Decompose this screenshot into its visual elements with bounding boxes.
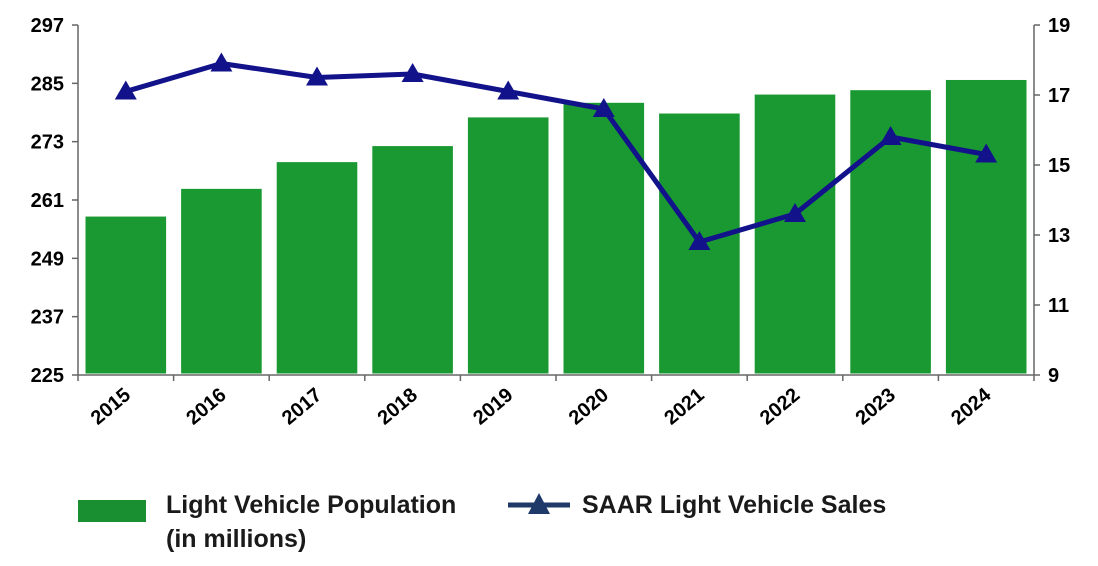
left-tick-label: 237	[31, 307, 64, 329]
x-tick-label-2023: 2023	[852, 384, 900, 429]
sales-marker-2015	[114, 80, 137, 100]
legend-population: Light Vehicle Population (in millions)	[78, 488, 456, 556]
sales-marker-2021	[688, 231, 711, 250]
left-axis-ticks: 225 237 249 261 273 285 297	[31, 15, 78, 387]
bar-2024	[942, 76, 1030, 377]
sales-marker-2020	[592, 98, 615, 117]
x-tick-label-2020: 2020	[565, 384, 613, 429]
population-legend-line2: (in millions)	[166, 525, 307, 553]
sales-marker-2018	[401, 63, 424, 82]
x-axis-ticks: 2015 2016 2017 2018 2019 2020 2021 2022 2023 2024	[77, 375, 1035, 429]
bar-2020	[560, 99, 648, 377]
population-legend-swatch	[78, 500, 146, 522]
bar-2017	[273, 159, 361, 377]
sales-marker-2022	[784, 203, 806, 222]
sales-marker-2023	[879, 126, 902, 145]
sales-marker-2017	[306, 66, 328, 86]
right-tick-label: 13	[1048, 225, 1070, 247]
sales-line-series	[114, 52, 998, 250]
legend-sales: SAAR Light Vehicle Sales	[508, 488, 886, 522]
x-tick-label-2016: 2016	[182, 384, 230, 429]
x-tick-label-2018: 2018	[374, 384, 422, 429]
x-tick-label-2015: 2015	[87, 384, 135, 429]
x-tick-label-2024: 2024	[947, 383, 996, 429]
right-tick-label: 9	[1048, 365, 1059, 387]
sales-line	[125, 61, 987, 245]
x-tick-label-2022: 2022	[756, 384, 804, 429]
population-legend-label: Light Vehicle Population (in millions)	[166, 488, 456, 556]
left-tick-label: 249	[31, 248, 64, 270]
x-tick-label-2019: 2019	[469, 384, 517, 429]
sales-marker-2016	[210, 52, 233, 72]
right-tick-label: 15	[1048, 155, 1070, 177]
right-tick-label: 11	[1048, 295, 1069, 317]
left-tick-label: 297	[31, 15, 64, 37]
bar-2019	[464, 114, 552, 377]
population-legend-line1: Light Vehicle Population	[166, 491, 457, 519]
right-tick-label: 19	[1048, 15, 1070, 37]
bar-2022	[751, 91, 839, 377]
x-tick-label-2017: 2017	[278, 384, 326, 429]
sales-marker-2024	[975, 143, 998, 163]
bar-2016	[178, 185, 265, 377]
sales-legend-label: SAAR Light Vehicle Sales	[582, 491, 887, 519]
left-tick-label: 225	[31, 365, 64, 387]
left-tick-label: 285	[31, 73, 64, 95]
bar-series	[82, 76, 1030, 377]
bar-2015	[82, 213, 170, 377]
right-axis-ticks: 9 11 13 15 17 19	[1034, 15, 1070, 387]
left-tick-label: 273	[31, 132, 64, 154]
bar-2018	[369, 143, 456, 377]
sales-legend-swatch	[508, 493, 570, 514]
x-tick-label-2021: 2021	[660, 384, 708, 429]
sales-marker-2019	[497, 80, 520, 100]
left-tick-label: 261	[31, 190, 64, 212]
right-tick-label: 17	[1048, 85, 1070, 107]
